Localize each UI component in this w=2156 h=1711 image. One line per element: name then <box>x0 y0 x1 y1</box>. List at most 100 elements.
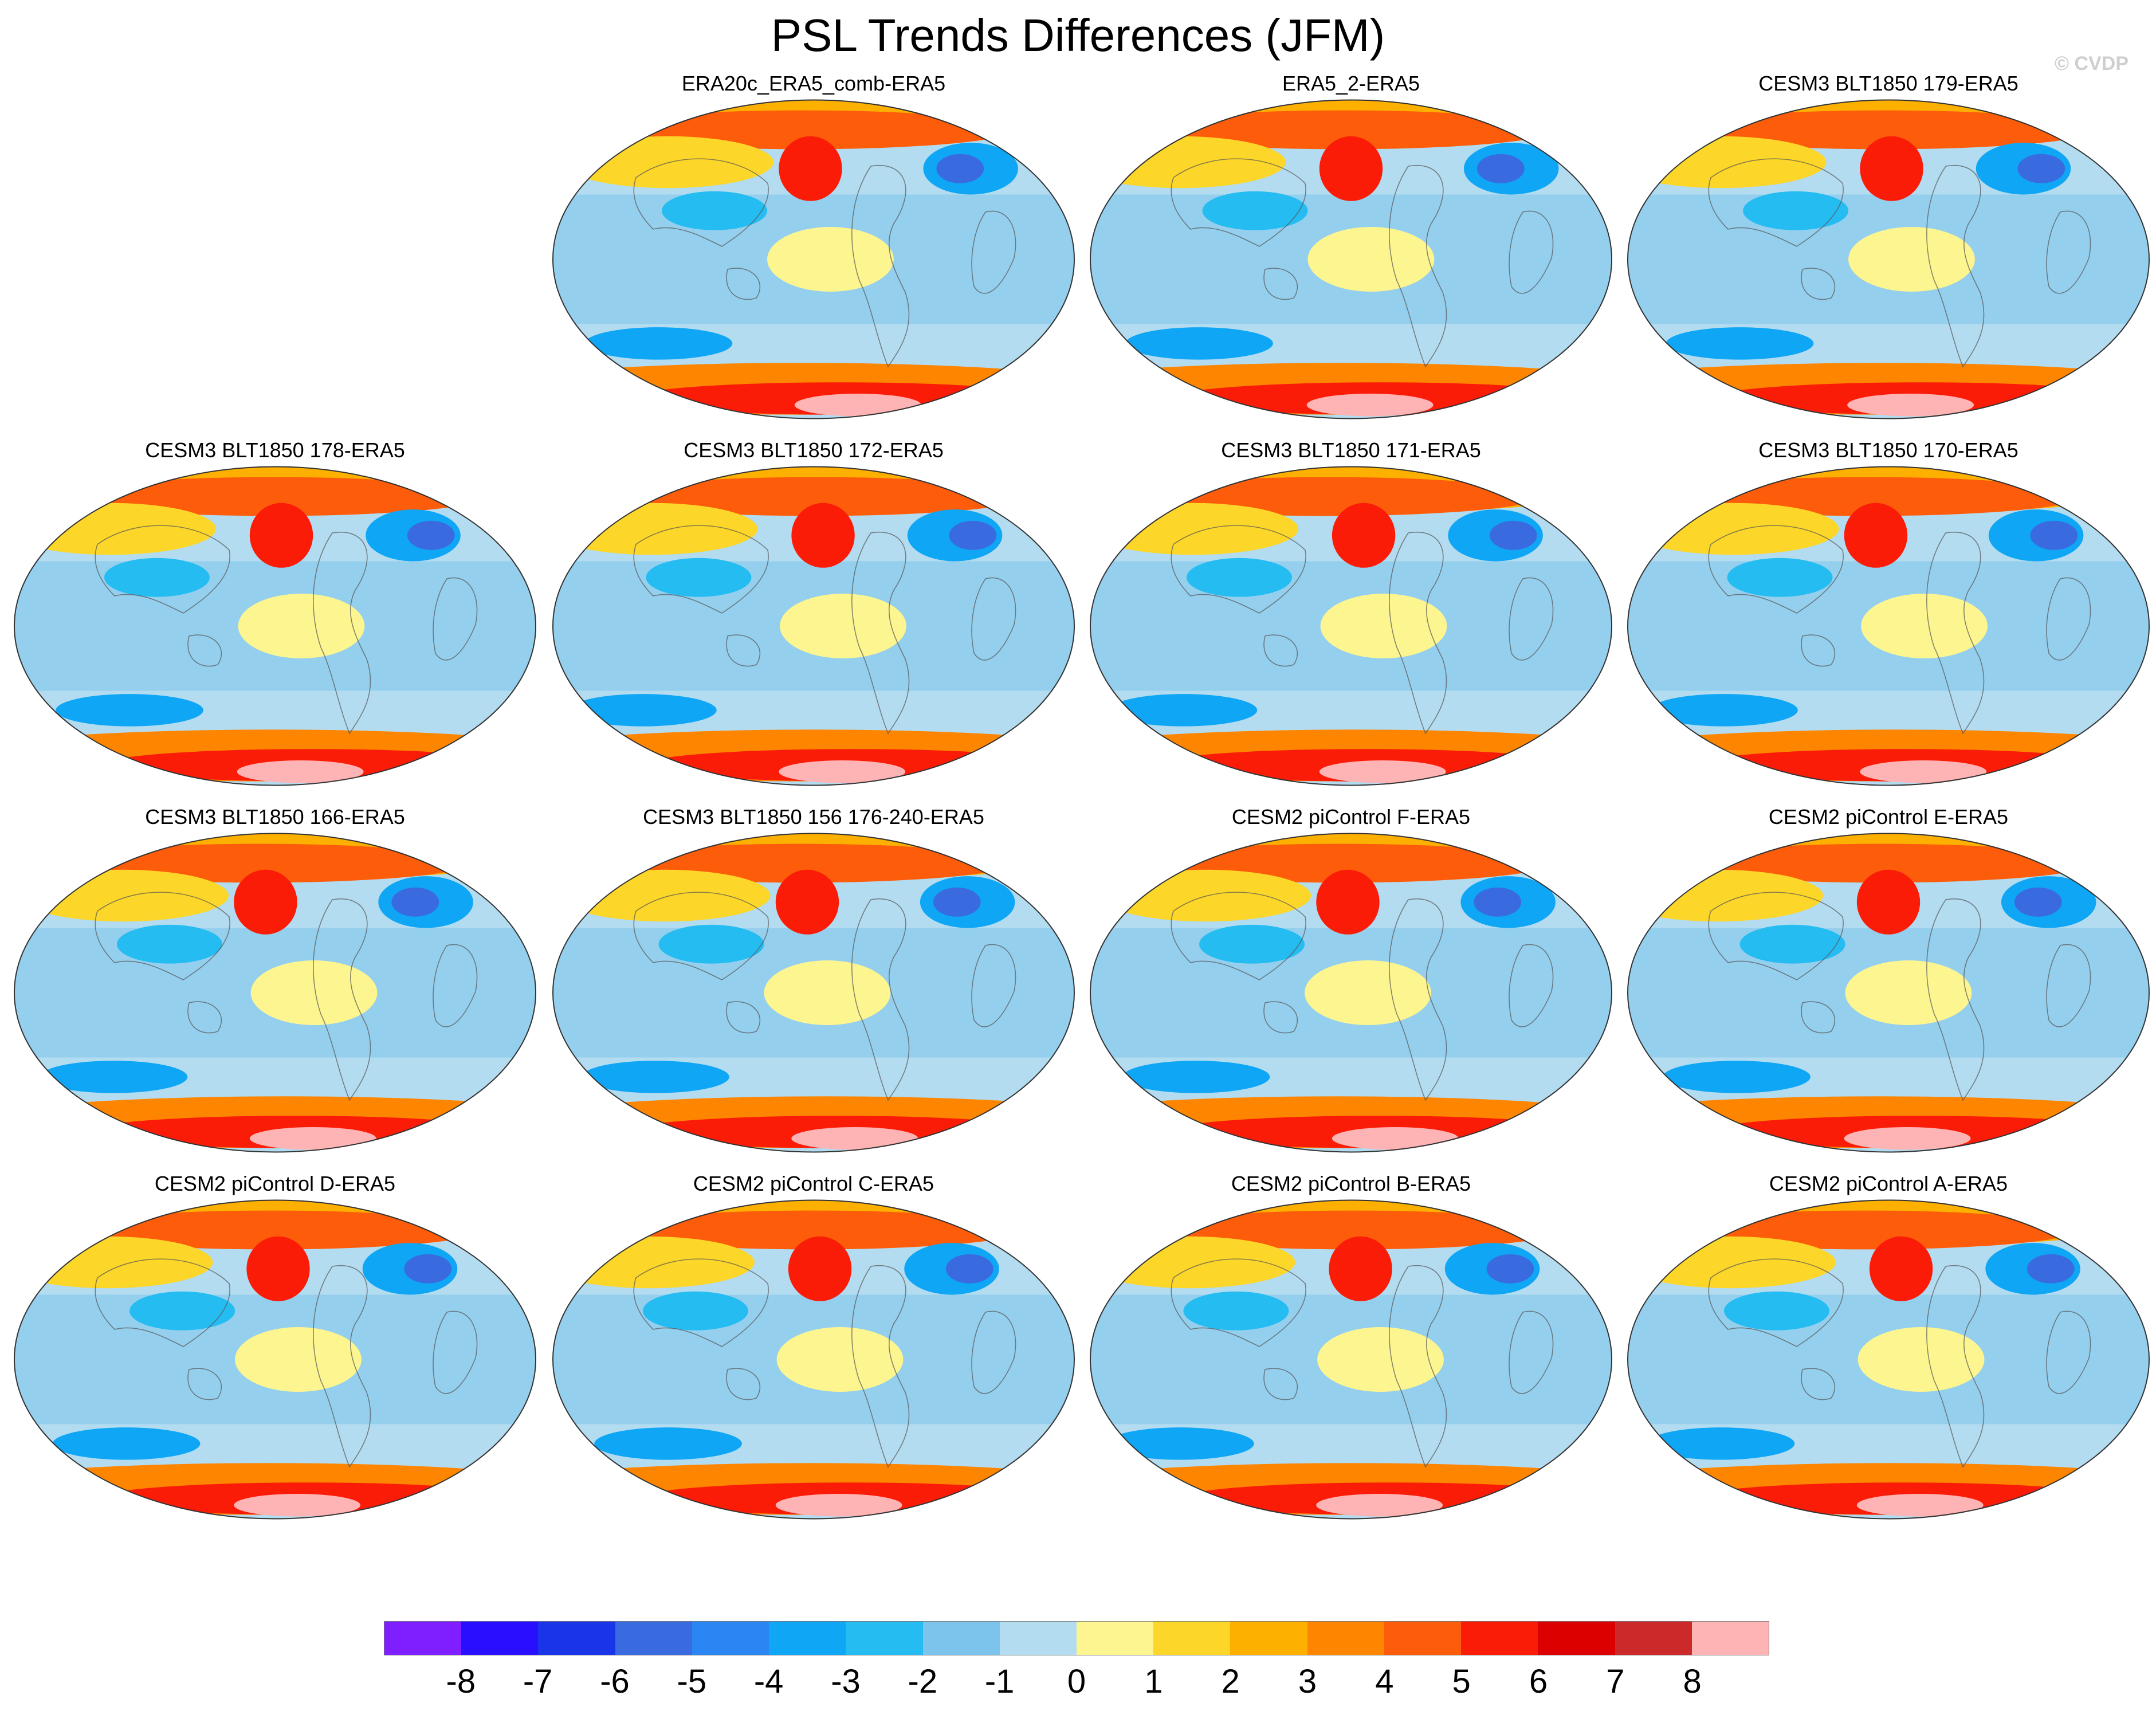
map-field-anomaly <box>1106 1427 1254 1460</box>
map-field-anomaly <box>1844 503 1908 568</box>
map-outline <box>1627 1199 2150 1520</box>
map-field-anomaly <box>1316 1493 1443 1517</box>
map-field-anomaly <box>767 227 894 292</box>
map-panel: CESM3 BLT1850 179-ERA5 <box>1625 71 2152 438</box>
map-field-anomaly <box>1320 594 1447 658</box>
map-field-anomaly <box>1856 1493 1984 1517</box>
map-projection <box>14 833 536 1153</box>
map-field-anomaly <box>1743 191 1849 230</box>
map-projection <box>14 466 536 786</box>
colorbar-tick-label: 2 <box>1221 1663 1240 1700</box>
coastline <box>1389 164 1447 368</box>
colorbar-tick-label: -1 <box>984 1663 1015 1700</box>
panel-title: ERA5_2-ERA5 <box>1282 72 1420 95</box>
map-field-anomaly <box>1186 558 1292 597</box>
coastline <box>1926 531 1985 735</box>
colorbar-tick-label: 3 <box>1298 1663 1317 1700</box>
panel-title: CESM3 BLT1850 178-ERA5 <box>145 438 405 462</box>
coastline <box>1263 1368 1298 1400</box>
coastline <box>851 898 910 1101</box>
colorbar-tick-label: 1 <box>1144 1663 1163 1700</box>
map-field-anomaly <box>642 1291 748 1331</box>
coastline <box>633 158 769 247</box>
colorbar-box <box>1076 1622 1154 1655</box>
colorbar-tick-label: -6 <box>600 1663 630 1700</box>
map-panel: CESM3 BLT1850 178-ERA5 <box>11 438 539 805</box>
colorbar-box <box>1153 1622 1231 1655</box>
map-field-anomaly <box>779 136 842 201</box>
coastline <box>95 525 230 614</box>
map-panel: CESM2 piControl C-ERA5 <box>550 1171 1077 1538</box>
map-field-anomaly <box>1847 393 1974 417</box>
map-outline <box>14 1199 536 1520</box>
coastline <box>1801 268 1835 300</box>
map-field-anomaly <box>933 887 981 917</box>
map-panel: ERA5_2-ERA5 <box>1087 71 1615 438</box>
coastline <box>633 1258 769 1347</box>
coastline <box>1708 1258 1844 1347</box>
map-outline <box>1090 99 1612 419</box>
map-field-anomaly <box>1861 594 1988 658</box>
map-field-anomaly <box>780 594 906 658</box>
map-field-anomaly <box>1628 503 1839 555</box>
map-field-anomaly <box>1305 960 1431 1025</box>
map-projection <box>552 833 1075 1153</box>
map-field-anomaly <box>764 960 891 1025</box>
coastline <box>1509 944 1554 1027</box>
colorbar-box <box>1384 1622 1462 1655</box>
map-projection <box>1090 99 1612 419</box>
panel-title: ERA20c_ERA5_comb-ERA5 <box>681 72 946 95</box>
coastline <box>971 210 1016 294</box>
map-field-anomaly <box>788 1236 852 1301</box>
panel-title: CESM3 BLT1850 171-ERA5 <box>1221 438 1481 462</box>
map-field-anomaly <box>14 503 216 555</box>
map-field-anomaly <box>794 393 921 417</box>
coastline <box>1801 1001 1835 1034</box>
colorbar-tick-label: -8 <box>446 1663 476 1700</box>
map-field-anomaly <box>238 594 365 658</box>
map-projection <box>552 466 1075 786</box>
coastline <box>433 944 478 1027</box>
map-field-anomaly <box>1319 136 1383 201</box>
map-field-anomaly <box>1650 694 1798 727</box>
map-field-anomaly <box>249 503 313 568</box>
map-field-anomaly <box>594 1427 742 1460</box>
coastline <box>95 1258 230 1347</box>
coastline <box>2046 577 2091 661</box>
coastline <box>2046 1310 2091 1394</box>
map-field-anomaly <box>40 1061 188 1093</box>
map-field-anomaly <box>604 477 1027 516</box>
colorbar-box <box>1538 1622 1615 1655</box>
map-field-anomaly <box>1856 869 1921 935</box>
panel-title: CESM2 piControl C-ERA5 <box>693 1172 934 1195</box>
map-outline <box>552 1199 1075 1520</box>
coastline <box>2046 944 2091 1027</box>
map-field-anomaly <box>791 1127 918 1150</box>
coastline <box>726 268 760 300</box>
map-panel: CESM3 BLT1850 171-ERA5 <box>1087 438 1615 805</box>
map-outline <box>1090 466 1612 786</box>
map-field-anomaly <box>1869 1236 1933 1301</box>
colorbar-tick-label: 4 <box>1375 1663 1394 1700</box>
coastline <box>313 898 371 1101</box>
map-field-anomaly <box>1332 1127 1459 1150</box>
map-projection <box>1090 466 1612 786</box>
colorbar-box <box>461 1622 539 1655</box>
credit-watermark: © CVDP <box>2055 53 2128 74</box>
map-outline <box>552 99 1075 419</box>
map-field-anomaly <box>60 1210 482 1250</box>
map-field-anomaly <box>658 924 764 964</box>
colorbar-tick-label: 7 <box>1606 1663 1625 1700</box>
map-field-anomaly <box>1663 1061 1811 1093</box>
map-field-anomaly <box>1183 1291 1289 1331</box>
map-field-anomaly <box>1317 1327 1444 1392</box>
coastline <box>1926 898 1985 1101</box>
map-projection <box>1627 99 2150 419</box>
panel-title: CESM2 piControl F-ERA5 <box>1231 805 1471 829</box>
coastline <box>633 892 769 980</box>
coastline <box>971 577 1016 661</box>
panel-title: CESM2 piControl E-ERA5 <box>1768 805 2009 829</box>
map-field-anomaly <box>1332 503 1396 568</box>
map-field-anomaly <box>776 1327 904 1392</box>
colorbar-box <box>384 1622 462 1655</box>
